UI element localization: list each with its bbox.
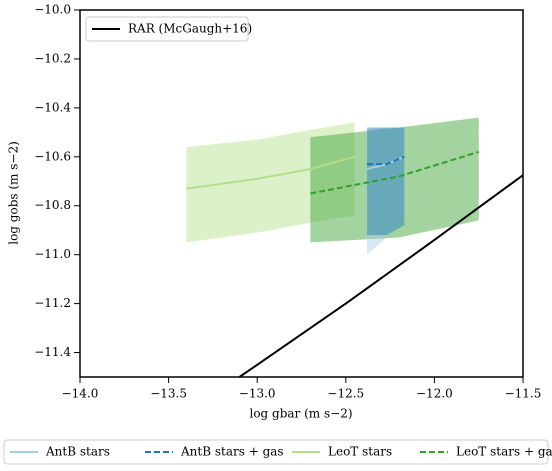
x-tick-label: −12.0 xyxy=(416,387,453,401)
legend-box xyxy=(85,16,249,42)
band xyxy=(310,117,479,243)
x-tick-label: −11.5 xyxy=(505,387,542,401)
legend-label: AntB stars xyxy=(45,445,110,459)
legend-label: LeoT stars xyxy=(328,445,392,459)
y-tick-label: −10.0 xyxy=(34,3,71,17)
y-tick-label: −10.4 xyxy=(34,100,71,114)
x-tick-label: −12.5 xyxy=(327,387,364,401)
y-tick-label: −10.6 xyxy=(34,149,71,163)
band xyxy=(186,122,355,243)
y-tick-label: −10.2 xyxy=(34,51,71,65)
x-tick-label: −13.5 xyxy=(150,387,187,401)
y-tick-label: −11.2 xyxy=(34,296,71,310)
x-axis-label: log gbar (m s−2) xyxy=(249,407,352,421)
series-line xyxy=(310,150,479,195)
legend-label: RAR (McGaugh+16) xyxy=(128,22,252,36)
x-tick-label: −13.0 xyxy=(239,387,276,401)
y-tick-label: −10.8 xyxy=(34,198,71,212)
y-tick-label: −11.0 xyxy=(34,247,71,261)
legend-label: LeoT stars + gas xyxy=(456,445,552,459)
x-tick-label: −14.0 xyxy=(62,387,99,401)
band xyxy=(367,127,405,255)
plot xyxy=(186,117,523,377)
legend-box xyxy=(3,439,549,465)
series-line xyxy=(367,155,405,166)
y-axis-label: log gobs (m s−2) xyxy=(7,141,21,245)
legend-label: AntB stars + gas xyxy=(180,445,284,459)
plot-frame xyxy=(79,9,524,378)
band xyxy=(367,127,405,236)
reference-line xyxy=(238,174,523,377)
y-tick-label: −11.4 xyxy=(34,345,71,359)
series-line xyxy=(186,155,355,190)
